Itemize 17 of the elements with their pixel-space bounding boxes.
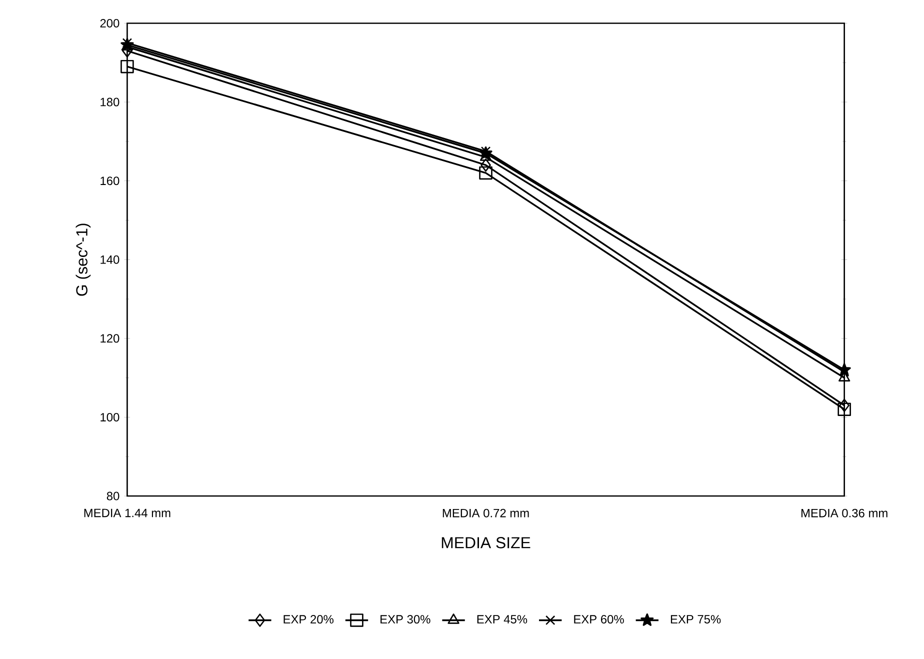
x-tick-label: MEDIA 0.36 mm bbox=[801, 508, 888, 518]
x-tick-label: MEDIA 1.44 mm bbox=[84, 508, 170, 517]
y-tick-label: 160 bbox=[100, 176, 120, 185]
x-tick-label: MEDIA 0.72 mm bbox=[442, 508, 529, 518]
y-tick-label: 200 bbox=[100, 18, 120, 28]
legend-label: EXP 60% bbox=[574, 614, 624, 624]
legend-label: EXP 20% bbox=[284, 614, 334, 624]
y-tick-label: 80 bbox=[106, 492, 120, 500]
y-tick-label: 100 bbox=[100, 412, 120, 422]
y-axis-title: G (sec^-1) bbox=[76, 224, 91, 296]
legend-label: EXP 30% bbox=[380, 614, 430, 624]
legend-label: EXP 75% bbox=[670, 614, 721, 624]
y-tick-label: 180 bbox=[100, 98, 120, 106]
legend-label: EXP 45% bbox=[477, 614, 528, 624]
y-tick-label: 120 bbox=[100, 334, 120, 342]
y-tick-label: 140 bbox=[100, 255, 120, 264]
x-axis-title: MEDIA SIZE bbox=[442, 536, 530, 548]
